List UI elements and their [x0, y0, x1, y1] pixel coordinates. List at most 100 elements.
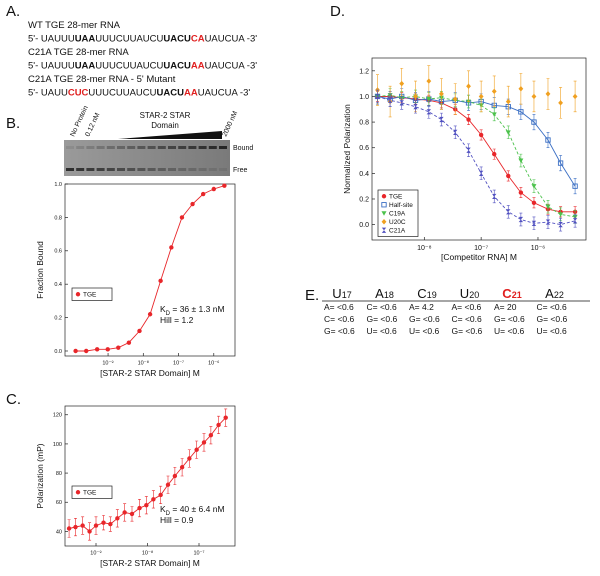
header-position: 21: [512, 290, 522, 300]
table-cell: C= <0.6: [452, 314, 483, 324]
error-bar: [492, 189, 496, 204]
error-bar: [467, 143, 471, 157]
error-bar: [573, 178, 577, 195]
data-point: [115, 516, 120, 521]
data-point: [492, 151, 497, 157]
data-point: [413, 93, 418, 100]
legend-marker: [381, 211, 387, 216]
data-point: [558, 222, 563, 228]
data-point: [466, 83, 471, 89]
data-point: [105, 347, 110, 352]
data-point: [572, 93, 578, 100]
data-point: [151, 497, 156, 502]
data-point: [492, 193, 497, 200]
annotation-part: D: [166, 511, 171, 517]
data-point: [439, 91, 444, 97]
y-tick-label: 0.8: [54, 215, 62, 221]
y-tick-label: 0.0: [359, 222, 369, 229]
sequence-segment: UACU: [163, 34, 191, 45]
sequence-segment: UACU: [163, 61, 191, 72]
gel-band: [198, 146, 207, 149]
data-point: [531, 220, 537, 226]
data-point: [518, 109, 524, 115]
legend-label: TGE: [83, 292, 97, 299]
x-tick-label: 10⁻⁸: [142, 550, 153, 557]
y-axis-title: Fraction Bound: [35, 241, 45, 299]
data-point: [545, 137, 551, 143]
band-label: Free: [233, 167, 248, 174]
legend-marker: [75, 490, 81, 495]
band-label: Bound: [233, 145, 253, 152]
table-cell: U= <0.6: [494, 326, 525, 336]
header-base: A: [545, 286, 554, 301]
column-header: C19: [417, 286, 436, 301]
annotation: Hill = 0.9: [160, 515, 194, 525]
sequence-line: 5'- UAUUCUCUUUCUUAUCUUACUAAUAUCUA -3': [28, 88, 250, 99]
sequence-segment: C21A TGE 28-mer RNA - 5' Mutant: [28, 74, 176, 85]
annotation: KD = 36 ± 1.3 nM: [160, 304, 225, 317]
table-cell: G= <0.6: [494, 314, 525, 324]
gel-band: [106, 168, 115, 171]
table-cell: C= <0.6: [367, 302, 398, 312]
data-point: [558, 212, 564, 217]
error-bar: [388, 93, 392, 108]
table-cell: A= <0.6: [324, 302, 354, 312]
data-point: [73, 524, 78, 530]
y-tick-label: 40: [56, 529, 62, 535]
legend-box: [71, 485, 113, 499]
gel-band: [178, 168, 187, 171]
legend-label: C21A: [389, 228, 406, 235]
x-tick-label: 10⁻⁷: [193, 550, 204, 557]
data-point: [101, 520, 106, 525]
error-bar: [479, 166, 483, 181]
x-tick-label: 10⁻⁷: [173, 360, 184, 367]
table-cell: A= 20: [494, 302, 517, 312]
data-point: [531, 119, 537, 125]
table-cell: A= <0.6: [452, 302, 482, 312]
y-axis-title: Polarization (mP): [35, 443, 45, 508]
sequence-segment: UAUCUA -3': [205, 61, 258, 72]
legend-label: C19A: [389, 211, 406, 218]
data-point: [93, 523, 99, 528]
data-point: [375, 93, 380, 100]
table-cell: G= <0.6: [324, 326, 355, 336]
data-point: [201, 440, 207, 445]
data-point: [179, 215, 185, 220]
y-tick-label: 100: [53, 442, 62, 448]
data-point: [505, 98, 511, 105]
data-point: [478, 132, 484, 138]
panel-label: B.: [6, 115, 20, 132]
gel-band: [76, 168, 85, 171]
data-point: [452, 96, 458, 102]
data-point: [137, 505, 142, 511]
gel-band: [168, 168, 176, 171]
table-cell: U= <0.6: [537, 326, 568, 336]
data-point: [165, 482, 171, 487]
x-tick-label: 10⁻⁸: [417, 245, 431, 252]
legend-marker: [75, 292, 81, 297]
data-point: [545, 204, 551, 210]
data-point: [518, 158, 524, 164]
data-point: [505, 130, 511, 135]
data-point: [144, 502, 149, 508]
data-point: [478, 170, 484, 176]
data-point: [222, 183, 227, 188]
sequence-segment: UACU: [157, 88, 185, 99]
sequence-segment: WT TGE 28-mer RNA: [28, 20, 121, 31]
x-tick-label: 10⁻⁹: [102, 360, 113, 367]
sequence-segment: AA: [184, 88, 198, 99]
data-point: [531, 93, 537, 100]
gel-band: [106, 146, 115, 149]
annotation-part: K: [160, 504, 166, 514]
data-point: [158, 492, 163, 498]
data-point: [73, 348, 78, 354]
data-point: [491, 88, 497, 95]
plot-frame: [64, 183, 236, 357]
data-point: [122, 510, 127, 515]
plot-frame: [371, 57, 587, 241]
header-position: 22: [554, 290, 564, 300]
sequence-line: 5'- UAUUUUAAUUUCUUAUCUUACUAAUAUCUA -3': [28, 61, 257, 72]
error-bar: [546, 215, 550, 229]
gel-band: [86, 168, 95, 171]
annotation-part: = 36 ± 1.3 nM: [170, 304, 225, 314]
